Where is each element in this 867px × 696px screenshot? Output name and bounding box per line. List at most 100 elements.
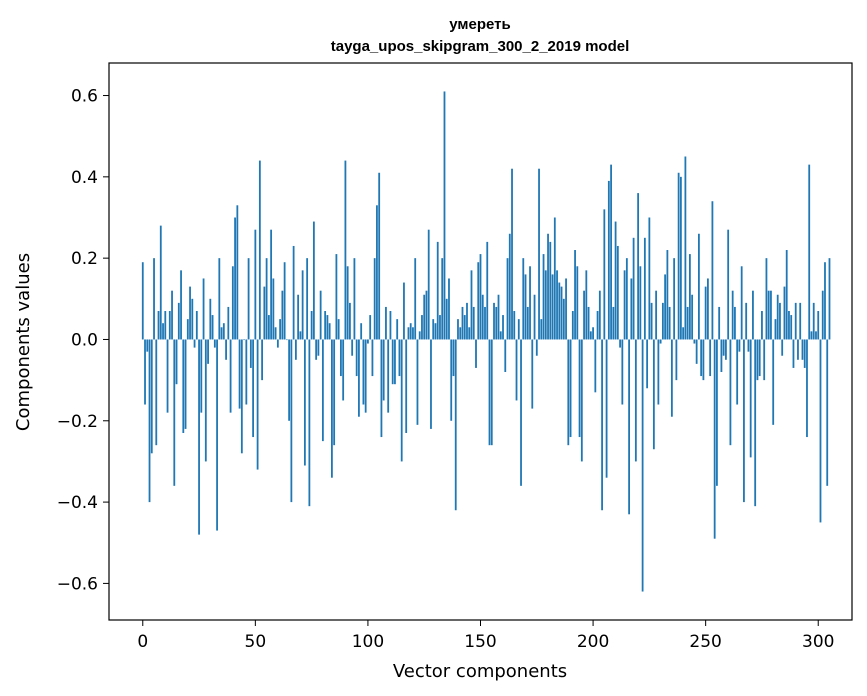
y-tick-label-0: −0.6 bbox=[57, 574, 98, 594]
bar-286 bbox=[785, 250, 788, 340]
bar-53 bbox=[261, 339, 263, 381]
bar-110 bbox=[389, 311, 392, 340]
bar-19 bbox=[184, 339, 187, 429]
bar-299 bbox=[815, 331, 817, 340]
bar-285 bbox=[783, 286, 786, 340]
x-tick-label-100: 100 bbox=[352, 632, 384, 652]
bar-278 bbox=[767, 290, 770, 340]
bar-1 bbox=[144, 339, 146, 405]
bar-225 bbox=[648, 217, 651, 340]
bar-213 bbox=[621, 339, 624, 405]
bar-4 bbox=[150, 339, 153, 454]
bar-105 bbox=[378, 172, 381, 340]
bar-55 bbox=[265, 258, 268, 340]
bar-204 bbox=[601, 339, 603, 511]
bar-28 bbox=[204, 339, 207, 462]
bar-16 bbox=[177, 302, 180, 340]
bar-117 bbox=[405, 339, 408, 433]
bar-171 bbox=[526, 306, 529, 340]
bar-219 bbox=[634, 339, 637, 462]
bar-8 bbox=[159, 225, 162, 340]
bar-46 bbox=[245, 339, 248, 405]
bar-190 bbox=[569, 339, 572, 438]
bar-241 bbox=[684, 156, 687, 340]
bar-10 bbox=[164, 311, 167, 340]
bar-270 bbox=[749, 339, 752, 458]
bar-106 bbox=[380, 339, 383, 438]
bar-206 bbox=[605, 339, 608, 478]
bar-170 bbox=[524, 274, 527, 340]
bar-34 bbox=[218, 258, 221, 340]
bar-237 bbox=[675, 339, 678, 381]
bar-41 bbox=[234, 217, 236, 340]
bar-139 bbox=[454, 339, 457, 511]
bar-217 bbox=[630, 278, 633, 340]
bar-39 bbox=[229, 339, 232, 413]
y-axis-label: Components values bbox=[13, 253, 34, 431]
bar-229 bbox=[657, 339, 660, 405]
bar-136 bbox=[448, 278, 450, 340]
bar-183 bbox=[553, 217, 556, 340]
bar-253 bbox=[711, 201, 714, 340]
bar-288 bbox=[790, 315, 793, 340]
bar-247 bbox=[698, 233, 700, 340]
bar-245 bbox=[693, 339, 696, 344]
bar-265 bbox=[738, 339, 741, 352]
bar-149 bbox=[477, 262, 480, 340]
bar-141 bbox=[459, 327, 462, 340]
bar-27 bbox=[202, 278, 205, 340]
bar-150 bbox=[479, 254, 482, 340]
bar-114 bbox=[398, 339, 401, 377]
y-tick-label-3: 0.0 bbox=[71, 330, 98, 350]
bar-232 bbox=[664, 274, 667, 340]
bar-49 bbox=[252, 339, 254, 438]
bar-65 bbox=[288, 339, 291, 421]
bar-236 bbox=[673, 258, 676, 340]
bar-230 bbox=[659, 339, 662, 344]
bar-36 bbox=[222, 323, 225, 340]
bar-5 bbox=[153, 258, 155, 340]
bar-123 bbox=[418, 331, 421, 340]
bar-244 bbox=[691, 294, 694, 340]
bar-147 bbox=[472, 306, 475, 340]
bar-159 bbox=[499, 331, 502, 340]
bar-73 bbox=[306, 258, 309, 340]
x-tick-label-250: 250 bbox=[689, 632, 721, 652]
bar-96 bbox=[358, 339, 360, 417]
bar-203 bbox=[598, 290, 601, 340]
bar-185 bbox=[558, 282, 561, 340]
bar-184 bbox=[556, 270, 558, 340]
bar-266 bbox=[740, 266, 743, 340]
bar-104 bbox=[376, 205, 378, 340]
bar-151 bbox=[481, 294, 484, 340]
bar-263 bbox=[734, 306, 736, 340]
bar-268 bbox=[745, 302, 748, 340]
bar-218 bbox=[632, 237, 635, 340]
bar-48 bbox=[249, 339, 252, 368]
bar-79 bbox=[319, 290, 322, 340]
bar-70 bbox=[299, 331, 302, 340]
bar-135 bbox=[445, 298, 448, 340]
bar-284 bbox=[781, 339, 784, 356]
bar-155 bbox=[490, 339, 493, 446]
bar-173 bbox=[531, 339, 534, 409]
bar-305 bbox=[828, 258, 831, 340]
bar-260 bbox=[727, 229, 730, 340]
bar-163 bbox=[508, 233, 511, 340]
y-axis-ticks: −0.6 −0.4 −0.2 0.0 0.2 0.4 0.6 bbox=[57, 87, 109, 594]
bar-302 bbox=[821, 290, 824, 340]
bar-14 bbox=[173, 339, 176, 486]
bar-109 bbox=[387, 339, 390, 413]
bar-179 bbox=[544, 270, 547, 340]
bar-239 bbox=[679, 176, 682, 340]
bar-255 bbox=[716, 339, 718, 486]
bar-188 bbox=[565, 278, 567, 340]
bar-11 bbox=[166, 339, 169, 413]
bar-197 bbox=[585, 270, 588, 340]
bar-90 bbox=[344, 160, 347, 340]
bar-3 bbox=[148, 339, 151, 503]
bar-26 bbox=[200, 339, 203, 413]
bar-291 bbox=[797, 339, 799, 360]
bar-207 bbox=[607, 180, 610, 340]
plot-frame bbox=[108, 62, 853, 621]
